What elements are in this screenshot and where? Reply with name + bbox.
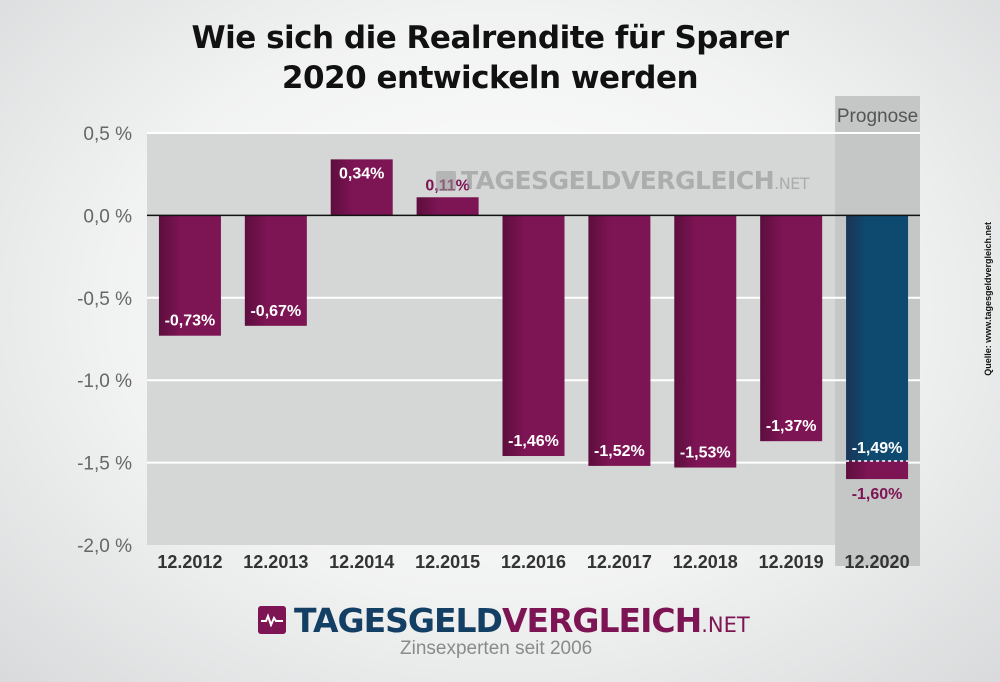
- brand-logo: TAGESGELDVERGLEICH.NET: [258, 600, 750, 640]
- x-tick-label: 12.2014: [329, 552, 394, 572]
- x-tick-label: 12.2012: [157, 552, 222, 572]
- data-label: -1,37%: [766, 418, 817, 435]
- y-tick-label: 0,0 %: [83, 206, 132, 227]
- bar: [588, 215, 651, 466]
- y-tick-label: -0,5 %: [77, 289, 132, 310]
- x-tick-label: 12.2018: [673, 552, 738, 572]
- bar: [760, 215, 823, 442]
- bar: [846, 460, 909, 480]
- watermark-suffix: .NET: [774, 174, 810, 193]
- data-label: -1,53%: [680, 445, 731, 462]
- heartbeat-icon: [258, 606, 286, 634]
- x-tick-label: 12.2020: [845, 552, 910, 572]
- tagline: Zinsexperten seit 2006: [400, 638, 593, 659]
- chart-title: Wie sich die Realrendite für Sparer 2020…: [0, 18, 980, 98]
- bar: [674, 215, 737, 468]
- bar: [244, 215, 307, 326]
- data-label: 0,34%: [339, 165, 384, 182]
- source-note: Quelle: www.tagesgeldvergleich.net: [983, 222, 993, 376]
- logo-text-part1: TAGESGELD: [294, 600, 503, 640]
- data-label: -0,73%: [165, 313, 216, 330]
- y-tick-label: -1,0 %: [77, 371, 132, 392]
- x-tick-label: 12.2019: [759, 552, 824, 572]
- data-label: -1,52%: [594, 443, 645, 460]
- logo-text-part3: .NET: [701, 612, 750, 637]
- data-label: -1,46%: [508, 433, 559, 450]
- watermark: TAGESGELDVERGLEICH.NET: [436, 166, 810, 195]
- watermark-text: TAGESGELDVERGLEICH: [461, 166, 775, 195]
- y-tick-label: -1,5 %: [77, 454, 132, 475]
- title-line-2: 2020 entwickeln werden: [281, 60, 699, 96]
- data-label: -0,67%: [250, 303, 301, 320]
- logo-text-part2: VERGLEICH: [501, 600, 702, 640]
- x-tick-label: 12.2017: [587, 552, 652, 572]
- x-tick-label: 12.2013: [243, 552, 308, 572]
- y-tick-label: 0,5 %: [83, 124, 132, 145]
- bar: [330, 159, 393, 216]
- x-tick-label: 12.2016: [501, 552, 566, 572]
- bar: [416, 197, 479, 216]
- x-tick-label: 12.2015: [415, 552, 480, 572]
- title-line-1: Wie sich die Realrendite für Sparer: [191, 20, 789, 56]
- bar: [502, 215, 565, 457]
- y-tick-label: -2,0 %: [77, 536, 132, 557]
- data-label: -1,60%: [852, 486, 903, 503]
- bar-forecast: [846, 215, 909, 461]
- data-label-forecast: -1,49%: [852, 440, 903, 457]
- watermark-logo-icon: [436, 170, 456, 191]
- prognose-label: Prognose: [837, 106, 918, 127]
- bar: [158, 215, 221, 336]
